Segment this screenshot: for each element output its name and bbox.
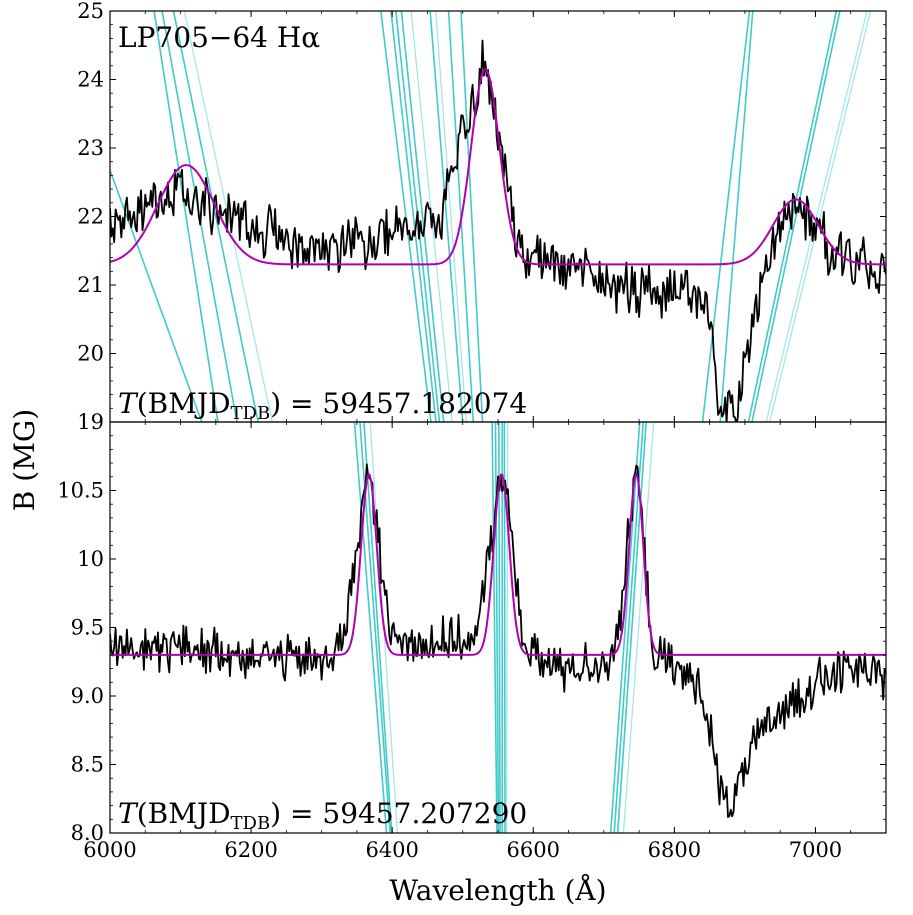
bot-track-5 xyxy=(494,422,500,833)
top-ytick-label: 22 xyxy=(77,205,104,229)
top-track-3 xyxy=(172,11,259,422)
bot-track-8 xyxy=(503,422,506,833)
top-time-open: (BMJD xyxy=(137,387,231,420)
top-track-14 xyxy=(701,11,751,422)
bot-track-13 xyxy=(622,422,655,833)
bot-track-0 xyxy=(353,422,388,833)
top-track-5 xyxy=(380,11,432,422)
bot-ytick-label: 8.0 xyxy=(71,821,104,845)
top-track-15 xyxy=(719,11,754,422)
bot-ytick-label: 9.5 xyxy=(71,616,104,640)
top-spectrum-line xyxy=(110,39,886,422)
top-ytick-label: 20 xyxy=(77,342,104,366)
top-track-4 xyxy=(183,11,273,422)
bot-track-11 xyxy=(613,422,645,833)
top-spectrum-group xyxy=(110,39,886,422)
bottom-panel: 8.0 8.5 9.0 9.5 10 10.5 6000 6200 6400 6600 6800 70… xyxy=(57,421,887,862)
top-time-sub: TDB xyxy=(231,403,271,424)
top-track-8 xyxy=(400,11,445,422)
bottom-axes-frame xyxy=(109,421,887,834)
top-ytick-label: 23 xyxy=(77,136,104,160)
top-ytick-label: 19 xyxy=(77,410,104,434)
bottom-time-open: (BMJD xyxy=(137,797,231,830)
bot-ytick-label: 10.5 xyxy=(57,479,104,503)
bot-ytick-label: 8.5 xyxy=(71,753,104,777)
top-time-italic: T xyxy=(118,387,139,420)
bot-xtick-label: 6200 xyxy=(224,838,277,862)
top-track-7 xyxy=(395,11,441,422)
top-model-group xyxy=(110,67,886,266)
top-panel-title: LP705−64 Hα xyxy=(118,21,320,54)
top-track-19 xyxy=(765,11,868,422)
top-track-17 xyxy=(751,11,841,422)
bot-ytick-label: 9.0 xyxy=(71,684,104,708)
bot-track-9 xyxy=(505,422,509,833)
bot-track-10 xyxy=(609,422,641,833)
top-track-12 xyxy=(447,11,475,422)
y-axis-label: B (MG) xyxy=(8,409,41,511)
bot-track-12 xyxy=(616,422,647,833)
x-axis-label: Wavelength (Å) xyxy=(389,874,606,907)
bottom-time-annotation: T(BMJDTDB) = 59457.207290 xyxy=(118,797,527,834)
bottom-model-group xyxy=(110,471,886,656)
top-field-tracks xyxy=(110,11,872,422)
bottom-time-italic: T xyxy=(118,797,139,830)
top-track-11 xyxy=(434,11,467,422)
bottom-time-sub: TDB xyxy=(231,813,271,834)
bot-ytick-label: 10 xyxy=(77,547,104,571)
top-ytick-label: 24 xyxy=(77,68,104,92)
top-ytick-label: 25 xyxy=(77,0,104,23)
top-time-annotation: T(BMJDTDB) = 59457.182074 xyxy=(118,387,527,424)
bottom-field-tracks xyxy=(353,422,655,833)
top-time-close: ) = 59457.182074 xyxy=(270,387,527,420)
top-panel: 19 20 21 22 23 24 25 LP705−64 Hα T(BMJDTDB) = … xyxy=(77,0,887,434)
top-track-13 xyxy=(460,11,484,422)
top-ytick-label: 21 xyxy=(77,273,104,297)
bot-xtick-label: 6800 xyxy=(648,838,701,862)
bottom-ticks: 8.0 8.5 9.0 9.5 10 10.5 6000 6200 6400 6600 6800 70… xyxy=(57,421,887,862)
bot-xtick-label: 6000 xyxy=(83,838,136,862)
bot-track-4 xyxy=(491,422,498,833)
top-track-6 xyxy=(390,11,437,422)
bot-track-6 xyxy=(498,422,501,833)
top-track-18 xyxy=(768,11,872,422)
top-track-0 xyxy=(110,168,203,422)
bot-xtick-label: 6400 xyxy=(365,838,418,862)
bot-track-1 xyxy=(359,422,391,833)
bot-model-line xyxy=(110,471,886,656)
bot-xtick-label: 7000 xyxy=(789,838,842,862)
top-model-line xyxy=(110,67,886,266)
bot-xtick-label: 6600 xyxy=(507,838,560,862)
bot-track-2 xyxy=(363,422,393,833)
top-track-9 xyxy=(410,11,453,422)
bottom-time-close: ) = 59457.207290 xyxy=(270,797,527,830)
